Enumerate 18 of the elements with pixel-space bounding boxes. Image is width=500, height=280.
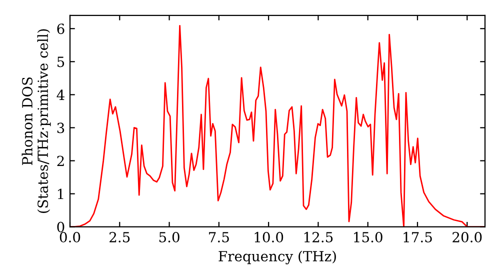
x-tick-label: 7.5 — [209, 232, 229, 242]
y-axis-title: Phonon DOS (States/THz·primitive cell) — [22, 29, 51, 213]
y-tick-label: 2 — [57, 156, 64, 166]
x-tick-label: 20.0 — [452, 232, 482, 242]
y-tick-label: 4 — [56, 90, 64, 100]
x-axis-title: Frequency (THz) — [218, 250, 336, 264]
x-tick-label: 15.0 — [354, 232, 382, 242]
x-tick-label: 0.0 — [60, 232, 80, 242]
x-tick-label: 10.0 — [254, 232, 284, 242]
y-tick-label: 5 — [57, 56, 64, 68]
x-tick-label: 5.0 — [159, 232, 180, 242]
y-tick-label: 0 — [57, 222, 64, 232]
y-tick-label: 1 — [58, 188, 64, 200]
y-tick-label: 6 — [57, 24, 64, 34]
x-tick-label: 12.5 — [304, 232, 333, 242]
x-tick-label: 2.5 — [110, 232, 130, 242]
y-tick-label: 3 — [57, 122, 64, 134]
x-tick-label: 17.5 — [404, 232, 432, 242]
